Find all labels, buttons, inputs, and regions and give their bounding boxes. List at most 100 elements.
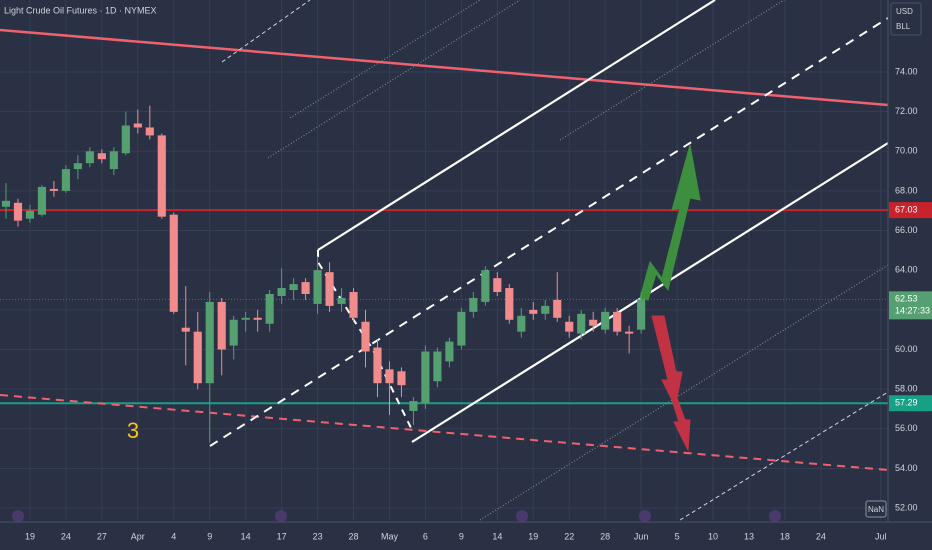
candle-body	[517, 315, 526, 332]
fib-line	[221, 0, 311, 63]
candle-body	[13, 202, 23, 221]
candle-body	[109, 151, 118, 170]
up-arrow	[639, 144, 701, 301]
candle-body	[589, 319, 598, 326]
candle-body	[373, 347, 382, 384]
x-tick-label: 9	[459, 531, 464, 541]
x-tick-label: 28	[600, 531, 610, 541]
price-label: 67.03	[895, 205, 918, 215]
down-arrow	[651, 315, 691, 452]
x-tick-label: 28	[349, 531, 359, 541]
fib-line	[479, 264, 889, 521]
candle-body	[49, 188, 59, 191]
x-tick-label: Jul	[875, 531, 887, 541]
candle-body	[301, 282, 310, 294]
candle-body	[565, 321, 574, 332]
y-tick-label: 52.00	[895, 502, 918, 512]
last-price-label: 62.53	[895, 294, 918, 304]
candle-body	[337, 297, 346, 304]
currency: USD	[896, 7, 913, 16]
candle-body	[493, 278, 502, 293]
candle-body	[541, 305, 550, 314]
trend-line-dashed	[0, 394, 889, 471]
x-tick-label: 19	[528, 531, 538, 541]
y-tick-label: 68.00	[895, 185, 918, 195]
fib-line	[267, 0, 521, 159]
nan-button-label[interactable]: NaN	[868, 505, 884, 514]
x-tick-label: 10	[708, 531, 718, 541]
candle-body	[325, 272, 334, 306]
nan-button[interactable]	[865, 500, 887, 518]
candle-body	[421, 351, 430, 404]
x-tick-label: 22	[564, 531, 574, 541]
y-tick-label: 66.00	[895, 225, 918, 235]
x-tick-label: 13	[744, 531, 754, 541]
candle-body	[433, 351, 442, 382]
candle-body	[85, 151, 94, 164]
countdown: 14:27:33	[895, 306, 930, 316]
candle-body	[469, 297, 478, 312]
candle-body	[613, 311, 622, 332]
chart-title: Light Crude Oil Futures · 1D · NYMEX	[4, 5, 157, 15]
x-tick-label: 14	[492, 531, 502, 541]
candle-body	[397, 371, 406, 386]
candle-body	[73, 163, 82, 170]
candle-body	[601, 311, 610, 330]
fib-line	[559, 0, 785, 141]
x-tick-label: Jun	[634, 531, 649, 541]
price-label-box	[889, 202, 932, 219]
channel-upper	[317, 0, 716, 251]
candle-body	[37, 186, 47, 215]
x-tick-label: 27	[97, 531, 107, 541]
x-tick-label: 24	[816, 531, 826, 541]
x-tick-label: 17	[277, 531, 287, 541]
x-tick-label: 19	[25, 531, 35, 541]
y-tick-label: 74.00	[895, 66, 918, 76]
x-tick-label: 23	[313, 531, 323, 541]
candle-body	[229, 319, 238, 346]
candle-body	[121, 125, 130, 154]
candle-body	[25, 210, 35, 219]
candle-body	[241, 317, 250, 320]
y-tick-label: 70.00	[895, 146, 918, 156]
y-tick-label: 64.00	[895, 265, 918, 275]
y-tick-label: 58.00	[895, 384, 918, 394]
event-icons	[12, 510, 781, 522]
x-tick-label: 9	[207, 531, 212, 541]
x-tick-label: 5	[675, 531, 680, 541]
fib-line	[289, 0, 481, 119]
candle-body	[409, 401, 418, 411]
candle-body	[205, 301, 214, 384]
x-tick-label: 6	[423, 531, 428, 541]
candle-body	[1, 200, 11, 207]
candle-body	[577, 313, 586, 334]
wave-path	[317, 250, 413, 431]
wave-label: 3	[127, 418, 139, 443]
y-tick-label: 54.00	[895, 463, 918, 473]
y-tick-label: 56.00	[895, 423, 918, 433]
candle-body	[637, 299, 646, 330]
candle-body	[457, 311, 466, 346]
price-label: 57.29	[895, 398, 918, 408]
candle-body	[481, 270, 490, 302]
candle-body	[349, 292, 358, 318]
x-tick-label: Apr	[131, 531, 145, 541]
candle-body	[133, 123, 142, 128]
unit: BLL	[896, 22, 911, 31]
fib-line	[679, 391, 889, 521]
x-tick-label: 4	[171, 531, 176, 541]
y-tick-label: 60.00	[895, 344, 918, 354]
y-tick-label: 72.00	[895, 106, 918, 116]
candle-body	[289, 284, 298, 291]
unit-box	[890, 2, 922, 36]
x-tick-label: 18	[780, 531, 790, 541]
candle-body	[445, 341, 454, 362]
candle-body	[253, 317, 262, 320]
x-tick-label: May	[381, 531, 399, 541]
candle-body	[265, 293, 274, 324]
candle-body	[145, 127, 154, 136]
candle-body	[193, 331, 202, 384]
candle-body	[157, 135, 166, 217]
x-tick-label: 24	[61, 531, 71, 541]
